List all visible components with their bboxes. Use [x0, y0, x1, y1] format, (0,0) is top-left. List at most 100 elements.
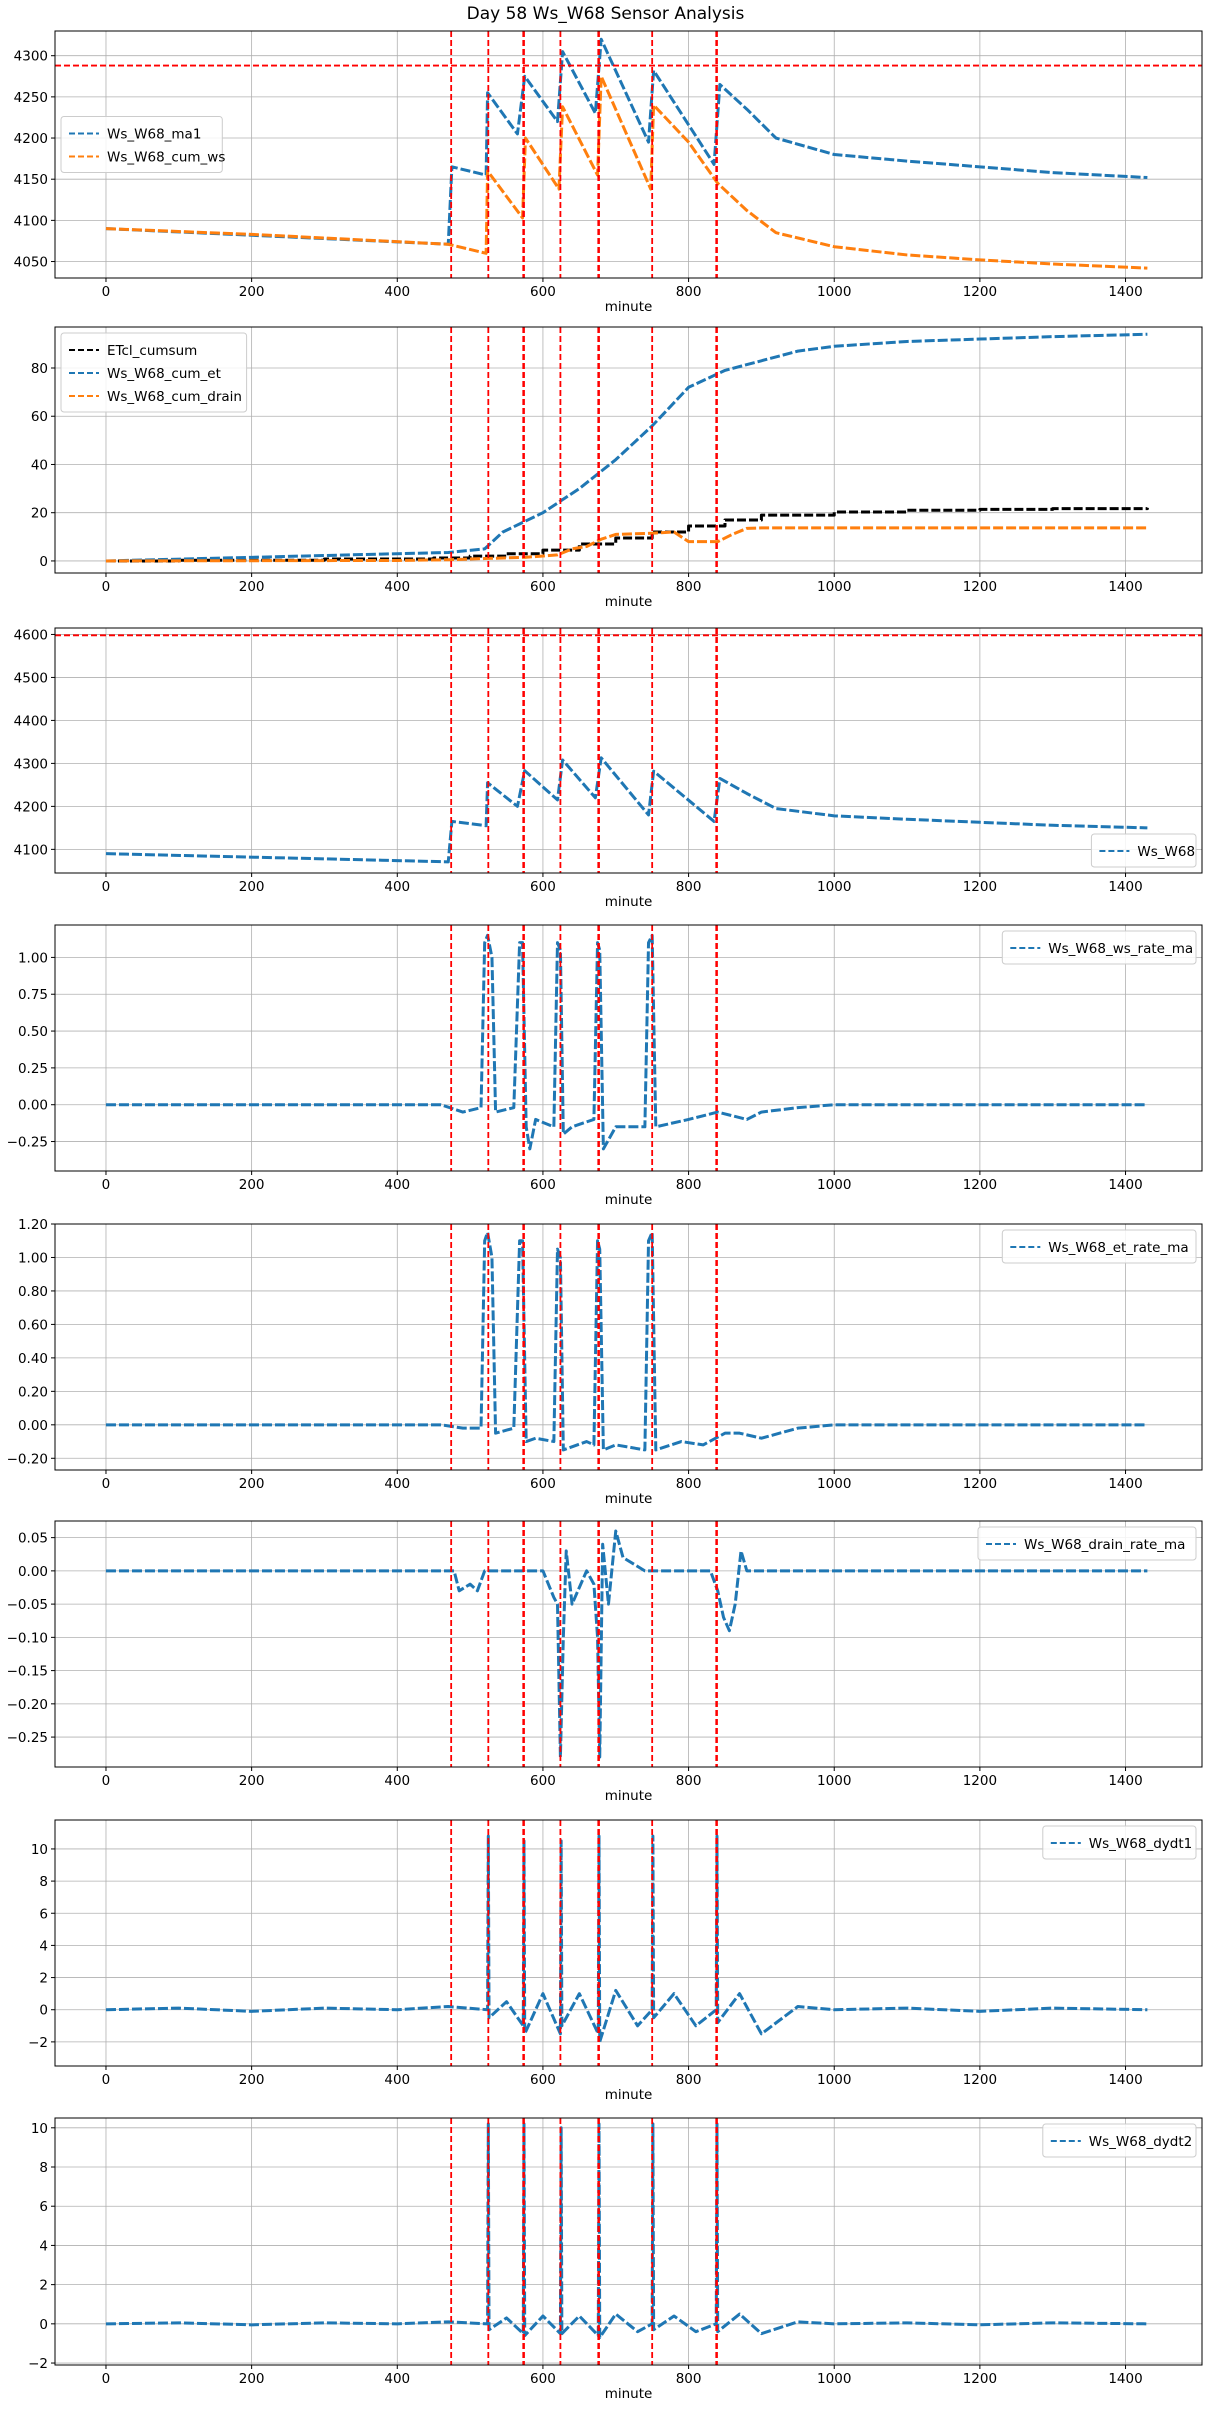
x-tick-label: 1400 [1108, 1177, 1142, 1193]
x-tick-label: 1400 [1108, 879, 1142, 895]
x-tick-label: 0 [102, 1773, 111, 1789]
x-tick-label: 200 [239, 879, 265, 895]
y-tick-label: 4400 [14, 713, 48, 729]
chart-panel-3: 0 200 400 600 800 1000 1200 1400 4100 4200 4300 440… [14, 627, 1203, 910]
x-tick-label: 1200 [963, 1476, 997, 1492]
legend: Ws_W68_ma1 Ws_W68_cum_ws [60, 116, 225, 173]
y-tick-label: 10 [31, 1842, 48, 1858]
chart-panel-7: 0 200 400 600 800 1000 1200 1400 −2 0 2 4 6 8 10 minute… [28, 1819, 1203, 2103]
x-tick-label: 1200 [963, 2072, 997, 2088]
x-tick-label: 1400 [1108, 284, 1142, 300]
chart-panel-4: 0 200 400 600 800 1000 1200 1400 −0.25 0.00 0.25 0.… [7, 924, 1203, 1208]
x-tick-label: 0 [102, 1476, 111, 1492]
x-tick-label: 600 [530, 579, 556, 595]
y-tick-label: 0 [39, 554, 48, 570]
y-tick-label: 1.20 [18, 1217, 48, 1233]
x-tick-label: 400 [384, 1177, 410, 1193]
y-tick-label: −2 [28, 2035, 48, 2051]
axes-frame [54, 1520, 1203, 1768]
y-tick-label: 2 [39, 1971, 48, 1987]
legend-label: Ws_W68_ma1 [107, 127, 201, 143]
x-axis-label: minute [605, 1192, 653, 1208]
x-tick-label: 1000 [817, 2072, 851, 2088]
legend-label: Ws_W68_drain_rate_ma [1024, 1537, 1185, 1553]
x-tick-label: 1200 [963, 284, 997, 300]
x-axis-label: minute [605, 299, 653, 315]
plot-area [55, 31, 1202, 278]
legend-label: ETcl_cumsum [107, 343, 197, 359]
series-line-ws-w68-et-rate-ma [105, 1230, 1148, 1452]
y-tick-label: 4 [39, 1938, 48, 1954]
y-tick-label: −0.20 [7, 1697, 48, 1713]
x-tick-label: 1400 [1108, 2371, 1142, 2387]
x-tick-label: 600 [530, 284, 556, 300]
series-line-ws-w68-dydt2 [105, 2122, 1148, 2340]
x-tick-label: 600 [530, 2072, 556, 2088]
y-tick-label: −0.25 [7, 1730, 48, 1746]
legend: Ws_W68 [1090, 833, 1197, 868]
legend: Ws_W68_dydt1 [1042, 1825, 1197, 1860]
y-tick-label: 0 [39, 2003, 48, 2019]
x-tick-label: 400 [384, 2072, 410, 2088]
x-tick-label: 200 [239, 1476, 265, 1492]
x-tick-label: 200 [239, 2371, 265, 2387]
y-tick-label: 0.60 [18, 1317, 48, 1333]
y-tick-label: 4100 [14, 842, 48, 858]
x-tick-label: 400 [384, 579, 410, 595]
x-tick-label: 800 [676, 2072, 702, 2088]
legend-label: Ws_W68 [1137, 844, 1195, 860]
x-tick-label: 1400 [1108, 1773, 1142, 1789]
plot-area [105, 1820, 1148, 2066]
x-tick-label: 0 [102, 879, 111, 895]
legend-label: Ws_W68_cum_ws [107, 150, 225, 166]
legend-box [1042, 2123, 1197, 2158]
plot-area [105, 1224, 1148, 1470]
x-tick-label: 400 [384, 1476, 410, 1492]
y-tick-label: 0.80 [18, 1284, 48, 1300]
y-tick-label: 10 [31, 2121, 48, 2137]
x-tick-label: 400 [384, 1773, 410, 1789]
y-tick-label: 20 [31, 506, 48, 522]
y-tick-label: 0.05 [18, 1531, 48, 1547]
x-tick-label: 0 [102, 1177, 111, 1193]
legend: Ws_W68_ws_rate_ma [1001, 930, 1197, 965]
x-tick-label: 1200 [963, 579, 997, 595]
x-tick-label: 800 [676, 579, 702, 595]
x-tick-label: 200 [239, 284, 265, 300]
x-tick-label: 1000 [817, 1773, 851, 1789]
y-tick-label: 1.00 [18, 1250, 48, 1266]
x-tick-label: 1000 [817, 284, 851, 300]
x-tick-label: 600 [530, 1476, 556, 1492]
series-line-ws-w68-cum-ws [105, 74, 1148, 270]
y-tick-label: 4 [39, 2238, 48, 2254]
series-line-ws-w68-dydt1 [105, 1834, 1148, 2044]
y-tick-label: 2 [39, 2278, 48, 2294]
plot-area [105, 2118, 1148, 2365]
x-tick-label: 1000 [817, 2371, 851, 2387]
x-tick-label: 400 [384, 2371, 410, 2387]
legend: Ws_W68_dydt2 [1042, 2123, 1197, 2158]
x-tick-label: 1000 [817, 579, 851, 595]
chart-panel-8: 0 200 400 600 800 1000 1200 1400 −2 0 2 4 6 8 10 minute… [28, 2117, 1203, 2402]
x-tick-label: 0 [102, 284, 111, 300]
y-tick-label: 4050 [14, 255, 48, 271]
y-tick-label: 8 [39, 1874, 48, 1890]
x-tick-label: 1400 [1108, 1476, 1142, 1492]
x-tick-label: 1200 [963, 1177, 997, 1193]
y-tick-label: 80 [31, 361, 48, 377]
y-tick-label: −0.25 [7, 1135, 48, 1151]
y-tick-label: 4500 [14, 670, 48, 686]
legend-label: Ws_W68_dydt2 [1089, 2134, 1192, 2150]
y-tick-label: −0.20 [7, 1451, 48, 1467]
axes-frame [54, 1819, 1203, 2067]
x-tick-label: 800 [676, 879, 702, 895]
plot-area [55, 628, 1202, 873]
x-tick-label: 800 [676, 1476, 702, 1492]
x-tick-label: 200 [239, 579, 265, 595]
y-tick-label: 0 [39, 2317, 48, 2333]
x-axis-label: minute [605, 894, 653, 910]
x-axis-label: minute [605, 2386, 653, 2402]
x-tick-label: 200 [239, 1177, 265, 1193]
plot-area [105, 925, 1148, 1171]
